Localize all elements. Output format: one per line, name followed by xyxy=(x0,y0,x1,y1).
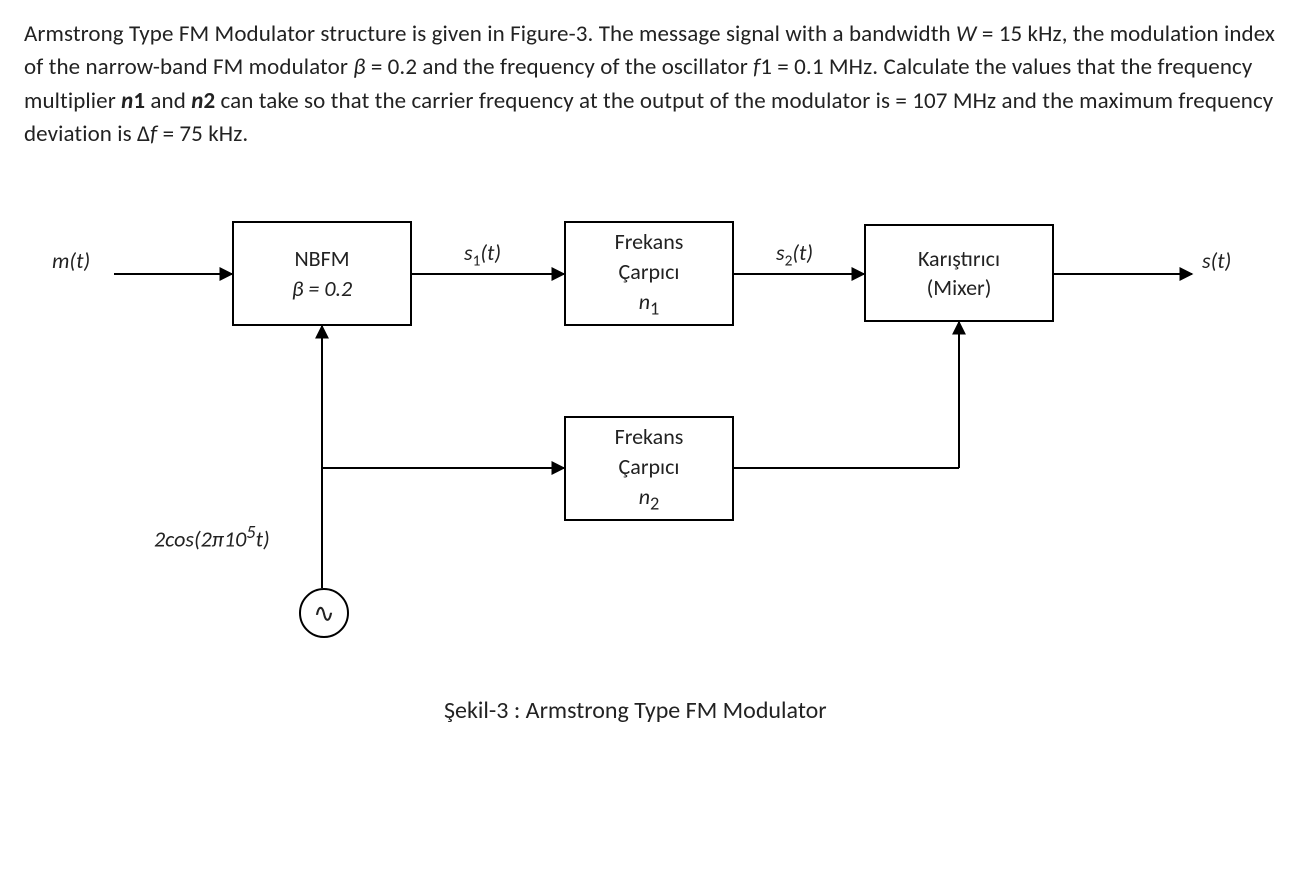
figure-caption: Şekil-3 : Armstrong Type FM Modulator xyxy=(444,696,827,725)
signal-label-mt: m(t) xyxy=(52,247,90,274)
signal-label-st: s(t) xyxy=(1202,247,1231,274)
nbfm-block: NBFMβ = 0.2 xyxy=(232,221,412,326)
signal-label-s2: s2(t) xyxy=(776,239,813,270)
freq-multiplier-n1-block: FrekansÇarpıcın1 xyxy=(564,221,734,326)
signal-label-s1: s1(t) xyxy=(464,239,501,270)
freq-multiplier-n2-block: FrekansÇarpıcın2 xyxy=(564,416,734,521)
oscillator-icon: ∿ xyxy=(299,588,349,638)
oscillator-label: 2cos(2π105t) xyxy=(154,521,270,552)
problem-statement: Armstrong Type FM Modulator structure is… xyxy=(24,18,1280,151)
armstrong-modulator-diagram: NBFMβ = 0.2 FrekansÇarpıcın1 Karıştırıcı… xyxy=(24,191,1280,751)
mixer-block: Karıştırıcı(Mixer) xyxy=(864,224,1054,322)
